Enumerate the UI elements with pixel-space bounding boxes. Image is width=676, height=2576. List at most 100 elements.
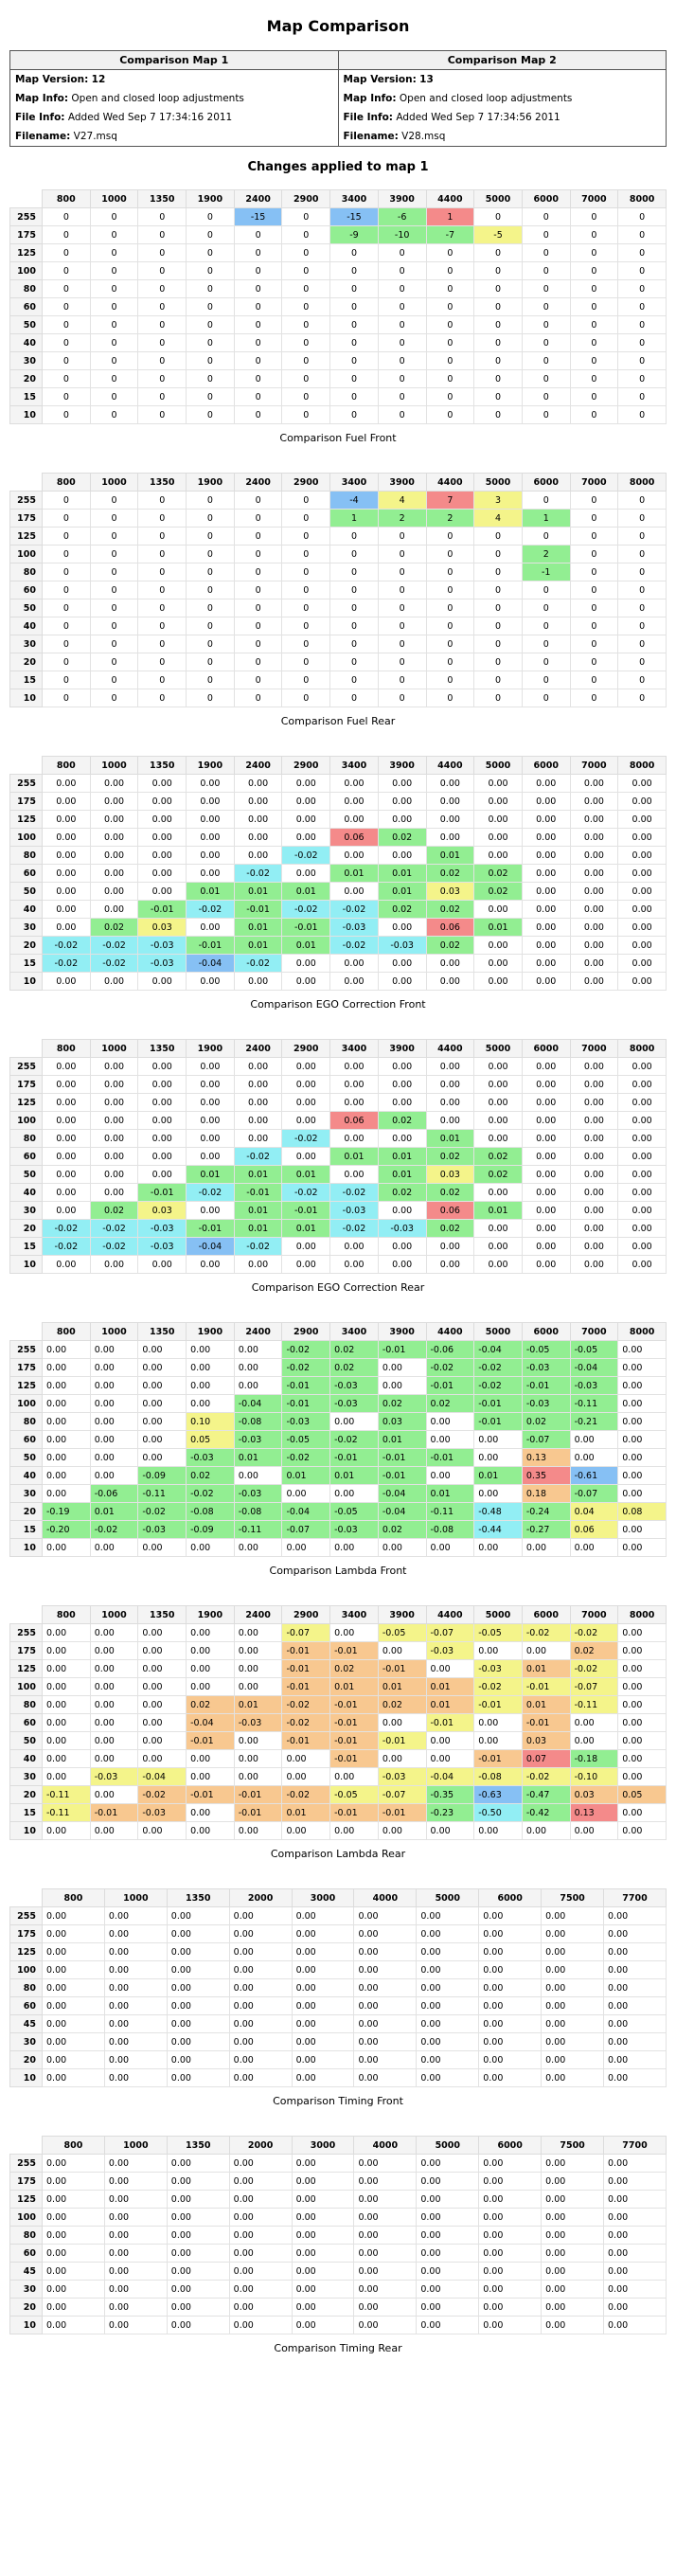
rpm-column-header: 5000 <box>473 1605 523 1624</box>
table-cell: -0.01 <box>281 1677 331 1696</box>
table-cell: -0.03 <box>137 1520 187 1539</box>
table-cell: 0.02 <box>425 1394 475 1413</box>
table-cell: 0.01 <box>186 882 235 901</box>
table-cell: 0.00 <box>617 1803 667 1822</box>
table-cell: 0.00 <box>478 1906 543 1925</box>
table-cell: 0.00 <box>89 1821 139 1840</box>
table-cell: 0.00 <box>281 1147 331 1166</box>
table-cell: 0.00 <box>617 1677 667 1696</box>
table-cell: 0.00 <box>521 810 571 829</box>
table-cell: 0.00 <box>89 774 139 793</box>
table-cell: 0.00 <box>228 2154 293 2173</box>
table-cell: 0.00 <box>137 1731 187 1750</box>
table-cell: 0.00 <box>89 1623 139 1642</box>
table-cell: 0.00 <box>166 1906 230 1925</box>
table-cell: 0.02 <box>425 1219 475 1238</box>
table-row: 100 0.00 0.00 0.00 0.00 0.00 0.00 0.06 0.02 0.00 0… <box>9 828 667 847</box>
table-cell: 0 <box>569 369 619 388</box>
map1-filename: Filename: V27.msq <box>9 127 339 147</box>
table-cell: -4 <box>329 491 379 510</box>
table-cell: -0.01 <box>425 1713 475 1732</box>
table-cell: -0.01 <box>329 1641 379 1660</box>
table-cell: 0.00 <box>137 864 187 883</box>
table-cell: 0.00 <box>377 1129 427 1148</box>
table-cell: 0.00 <box>617 954 667 973</box>
table-cell: 0 <box>329 351 379 370</box>
load-row-header: 20 <box>9 2050 43 2069</box>
table-cell: 0.00 <box>377 1093 427 1112</box>
table-cell: 0 <box>617 635 667 653</box>
table-cell: -0.03 <box>521 1394 571 1413</box>
table-cell: 0.00 <box>42 828 91 847</box>
rpm-column-header: 4400 <box>425 1039 475 1058</box>
table-cell: -0.02 <box>521 1623 571 1642</box>
table-cell: 0.00 <box>541 2262 605 2281</box>
table-row: 30 0.00 0.00 0.00 0.00 0.00 0.00 0.00 0.00 0.00 0.… <box>9 2032 667 2051</box>
table-cell: 0 <box>186 369 235 388</box>
table-cell: 0 <box>42 563 91 581</box>
table-cell: 0 <box>281 369 331 388</box>
table-cell: -0.61 <box>569 1466 619 1485</box>
table-cell: 0.00 <box>541 2280 605 2299</box>
table-cell: 0.00 <box>137 1412 187 1431</box>
map1-version-value: 12 <box>91 74 106 85</box>
table-cell: 0.00 <box>42 2154 105 2173</box>
table-cell: -0.10 <box>569 1767 619 1786</box>
table-cell: 0.00 <box>603 2032 667 2051</box>
table-row: 80 0.00 0.00 0.00 0.00 0.00 0.00 0.00 0.00 0.00 0.… <box>9 1978 667 1997</box>
rpm-column-header: 800 <box>42 756 91 775</box>
table-row: 20 -0.02 -0.02 -0.03 -0.01 0.01 0.01 -0.02 -0.03… <box>9 1219 667 1238</box>
table-cell: 0.00 <box>103 2050 168 2069</box>
load-row-header: 30 <box>9 635 43 653</box>
table-cell: 0.00 <box>521 864 571 883</box>
table-cell: 0 <box>233 333 283 352</box>
table-cell: 0.02 <box>377 828 427 847</box>
table-cell: 0.00 <box>377 846 427 865</box>
table-row: 50 0 0 0 0 0 0 0 0 0 0 0 0 0 <box>9 315 667 334</box>
table-cell: 0.00 <box>166 2172 230 2191</box>
table-cell: 0 <box>89 243 139 262</box>
table-cell: -0.24 <box>521 1502 571 1521</box>
table-cell: -0.02 <box>569 1623 619 1642</box>
table-cell: -0.04 <box>186 1713 235 1732</box>
table-cell: -0.01 <box>473 1749 523 1768</box>
table-cell: 0.02 <box>329 1358 379 1377</box>
table-cell: 0 <box>89 225 139 244</box>
table-cell: 0.00 <box>541 2316 605 2334</box>
grid-corner <box>9 1039 43 1058</box>
table-cell: 0 <box>233 261 283 280</box>
table-cell: 0.00 <box>42 1201 91 1220</box>
table-cell: 0.00 <box>541 2032 605 2051</box>
table-cell: -0.02 <box>281 1340 331 1359</box>
table-cell: 0.01 <box>89 1502 139 1521</box>
table-cell: 0.00 <box>281 828 331 847</box>
table-row: 50 0.00 0.00 0.00 -0.03 0.01 -0.02 -0.01 -0.01 -0… <box>9 1448 667 1467</box>
table-cell: 0.02 <box>89 1201 139 1220</box>
map2-filename: Filename: V28.msq <box>337 127 667 147</box>
table-cell: 0.00 <box>617 846 667 865</box>
load-row-header: 255 <box>9 1906 43 1925</box>
table-cell: 0 <box>377 671 427 689</box>
table-cell: 0.00 <box>416 2244 480 2263</box>
table-row: 255 0.00 0.00 0.00 0.00 0.00 -0.07 0.00 -0.05 -0.… <box>9 1623 667 1642</box>
load-row-header: 175 <box>9 509 43 528</box>
table-cell: 0.00 <box>617 1695 667 1714</box>
table-row: 255 0.00 0.00 0.00 0.00 0.00 0.00 0.00 0.00 0.00 0… <box>9 1906 667 1925</box>
table-cell: 0.00 <box>473 1641 523 1660</box>
table-cell: 0.04 <box>569 1502 619 1521</box>
table-cell: 0.00 <box>541 2244 605 2263</box>
load-row-header: 10 <box>9 2316 43 2334</box>
table-row: 80 0.00 0.00 0.00 0.00 0.00 0.00 0.00 0.00 0.00 0.… <box>9 2226 667 2245</box>
table-cell: 0.00 <box>377 1538 427 1557</box>
table-cell: -0.01 <box>473 1394 523 1413</box>
table-cell: 0 <box>473 207 523 226</box>
table-row: 80 0 0 0 0 0 0 0 0 0 0 0 0 0 <box>9 279 667 298</box>
table-cell: 0 <box>617 689 667 707</box>
table-cell: 0.00 <box>377 774 427 793</box>
table-row: 80 0 0 0 0 0 0 0 0 0 0 -1 0 0 <box>9 563 667 581</box>
load-row-header: 20 <box>9 1502 43 1521</box>
table-cell: 0.00 <box>42 1942 105 1961</box>
load-row-header: 30 <box>9 1201 43 1220</box>
table-cell: -0.23 <box>425 1803 475 1822</box>
table-cell: 0.00 <box>137 1623 187 1642</box>
